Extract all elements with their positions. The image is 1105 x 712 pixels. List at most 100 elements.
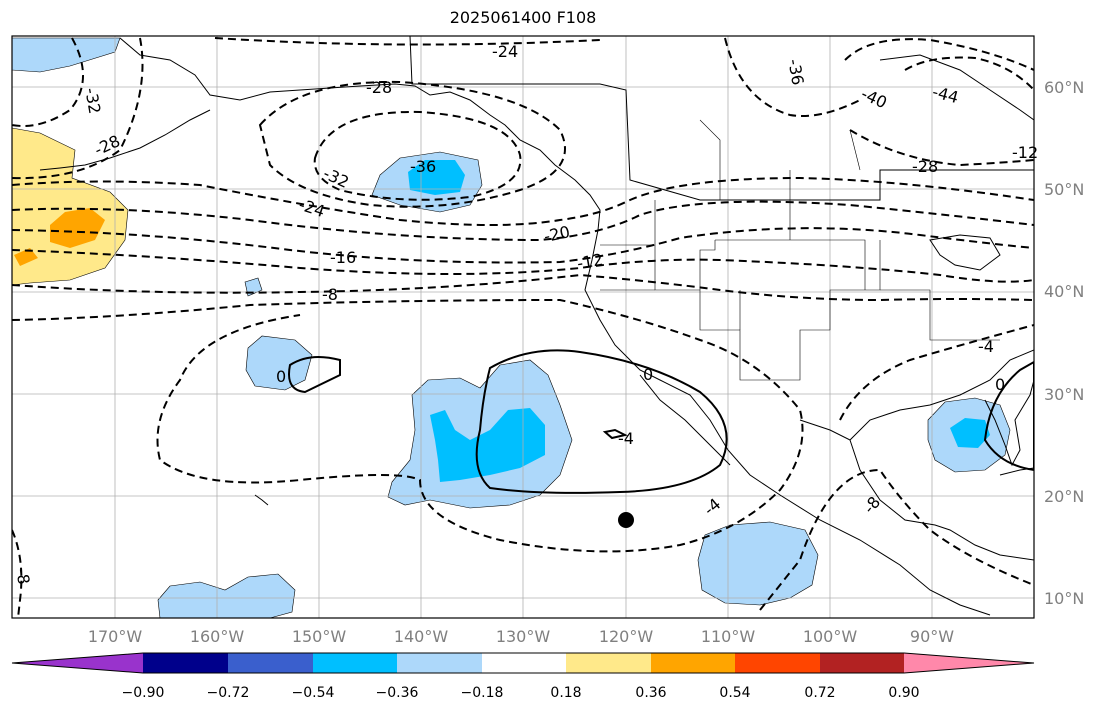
lon-label: 100°W: [803, 627, 858, 646]
colorbar-segment: [820, 653, 904, 673]
contour-n28-alaska: [258, 80, 566, 208]
contour-n36-ne: [724, 37, 861, 117]
hawaii: [254, 494, 269, 506]
contour-n4-low: [12, 298, 804, 553]
contour-n4-gulf: [839, 324, 1034, 421]
lat-label: 30°N: [1044, 385, 1084, 404]
lon-label: 160°W: [190, 627, 245, 646]
contour-label: -8: [322, 285, 338, 304]
contour-label: -4: [618, 429, 634, 448]
contour-n28-ne: [849, 129, 1034, 167]
chart-title: 2025061400 F108: [449, 8, 597, 27]
alaska-coast: [119, 37, 601, 231]
colorbar-tick-label: −0.54: [292, 685, 335, 701]
lat-label: 20°N: [1044, 487, 1084, 506]
solid-contours: [288, 349, 1034, 494]
mexico-gulf: [849, 439, 1034, 561]
shade-west-yellow: [12, 127, 129, 286]
lon-label: 120°W: [599, 627, 654, 646]
shade-mid-pacific: [245, 335, 313, 391]
contour-label: -24: [492, 42, 518, 61]
colorbar-tick-label: 0.36: [635, 685, 666, 701]
lat-label: 60°N: [1044, 78, 1084, 97]
political-borders: [600, 119, 1000, 381]
shade-west-orange-2: [14, 248, 38, 266]
great-lakes: [929, 234, 1001, 271]
contour-n44-ne: [904, 56, 1034, 91]
canada-coast: [409, 36, 1034, 201]
contour-n32-west: [12, 37, 84, 127]
lat-label: 40°N: [1044, 282, 1084, 301]
colorbar-segment: [228, 653, 313, 673]
florida: [984, 379, 1034, 467]
contour-n24-top: [214, 37, 601, 46]
contour-small-ring: [602, 428, 628, 440]
colorbar-segment: [397, 653, 482, 673]
contour-zero-central: [475, 349, 728, 494]
contour-zero-mid: [288, 355, 341, 394]
colorbar-tick-label: −0.72: [207, 685, 250, 701]
contour-n36-alaska: [313, 110, 522, 201]
contour-n8-se: [759, 468, 1034, 611]
contour-label: -4: [978, 337, 994, 356]
dashed-contours: [12, 37, 1034, 618]
contour-label: -36: [784, 58, 807, 87]
us-west-coast: [584, 229, 991, 616]
shade-central-dark: [430, 408, 545, 482]
contour-label: -28: [366, 78, 392, 97]
colorbar-segment: [651, 653, 735, 673]
location-marker: [618, 512, 634, 528]
shade-alaska-dark: [408, 160, 465, 195]
shade-west-orange: [50, 208, 105, 248]
contour-label: 0: [643, 365, 653, 384]
contour-zero-gulf: [983, 360, 1034, 472]
contour-label: -12: [1012, 143, 1038, 162]
contour-label: -32: [81, 86, 104, 115]
lat-labels: 60°N 50°N 40°N 30°N 20°N 10°N: [1044, 78, 1084, 608]
colorbar-tick-label: 0.54: [719, 685, 750, 701]
colorbar: [11, 652, 1035, 674]
coastlines: [39, 36, 1034, 616]
contour-label: -16: [330, 248, 356, 267]
contour-label: 0: [276, 367, 286, 386]
colorbar-outline: [11, 652, 1035, 674]
lon-label: 140°W: [394, 627, 449, 646]
contour-label: -8: [12, 567, 33, 586]
baja: [639, 374, 731, 466]
lon-label: 130°W: [496, 627, 551, 646]
colorbar-ticks: −0.90 −0.72 −0.54 −0.36 −0.18 0.18 0.36 …: [122, 685, 920, 701]
hudson: [879, 54, 1034, 121]
contour-label: -36: [410, 157, 436, 176]
contour-label: 0: [995, 375, 1005, 394]
contour-n8-sw: [12, 529, 23, 618]
lon-label: 170°W: [88, 627, 143, 646]
colorbar-segment: [482, 653, 566, 673]
aleutians: [39, 109, 211, 171]
contour-label: -28: [912, 157, 938, 176]
lon-label: 110°W: [701, 627, 756, 646]
contour-n20: [12, 200, 1034, 242]
colorbar-tick-label: 0.72: [804, 685, 835, 701]
lat-label: 50°N: [1044, 180, 1084, 199]
gulf-coast: [799, 349, 1034, 441]
colorbar-segment: [313, 653, 397, 673]
contour-n24: [12, 176, 1034, 226]
colorbar-tick-label: −0.18: [461, 685, 504, 701]
contour-n12: [12, 249, 1034, 283]
contour-n40-ne: [844, 38, 1034, 71]
colorbar-tick-label: −0.90: [122, 685, 165, 701]
lon-label: 150°W: [292, 627, 347, 646]
map-frame: [11, 35, 1035, 619]
colorbar-segment: [143, 653, 228, 673]
colorbar-extend-low: [12, 653, 143, 673]
colorbar-tick-label: −0.36: [376, 685, 419, 701]
lon-labels: 170°W 160°W 150°W 140°W 130°W 120°W 110°…: [88, 627, 954, 646]
contour-n28-west: [12, 37, 144, 180]
contour-n16: [12, 227, 1034, 264]
colorbar-tick-label: 0.90: [888, 685, 919, 701]
shade-south-light: [157, 573, 296, 618]
colorbar-tick-label: 0.18: [550, 685, 581, 701]
shade-gulf-dark: [950, 418, 990, 448]
colorbar-segment: [735, 653, 820, 673]
